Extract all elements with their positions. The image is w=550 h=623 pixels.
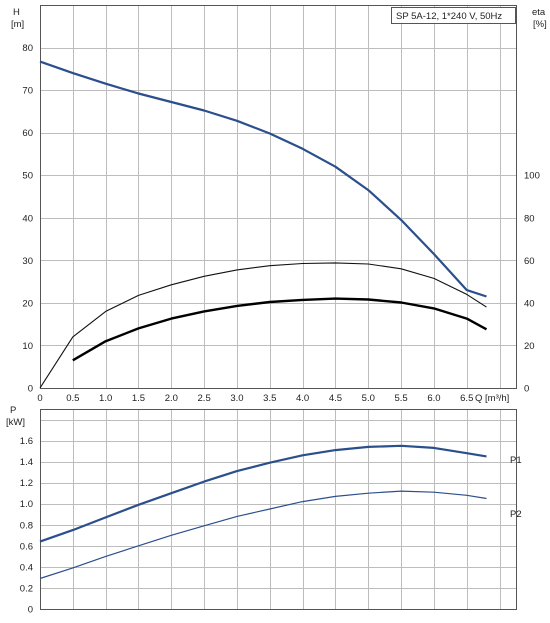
- series-label-p2: P2: [510, 509, 522, 520]
- x-tick-label: 6.5: [460, 393, 473, 404]
- series-label-p1: P1: [510, 455, 522, 466]
- power-curve-p1: [39, 444, 487, 543]
- y-left-tick-label: 30: [22, 256, 33, 267]
- y-right-tick-label: 20: [524, 341, 535, 352]
- power-tick-label: 1.2: [20, 478, 33, 489]
- x-tick-label: 1.0: [99, 393, 112, 404]
- y-right-axis-label: eta: [532, 7, 546, 18]
- y-left-tick-label: 60: [22, 128, 33, 139]
- x-tick-label: 2.0: [165, 393, 178, 404]
- y-left-tick-label: 50: [22, 171, 33, 182]
- bottom-chart-y-ticks: 0 0.2 0.4 0.6 0.8 1.0 1.2 1.4 1.6: [20, 436, 33, 615]
- power-tick-label: 1.4: [20, 457, 33, 468]
- y-left-tick-label: 10: [22, 341, 33, 352]
- bottom-chart-series: [39, 444, 487, 580]
- x-tick-label: 1.5: [132, 393, 145, 404]
- y-left-tick-label: 70: [22, 86, 33, 97]
- x-axis-label: Q [m³/h]: [475, 393, 509, 404]
- power-tick-label: 0.6: [20, 541, 33, 552]
- x-tick-label: 6.0: [427, 393, 440, 404]
- x-tick-label: 3.0: [230, 393, 243, 404]
- x-axis-ticks: 0 0.5 1.0 1.5 2.0 2.5 3.0 3.5 4.0 4.5 5.0 5.5 6.0 6.5: [37, 393, 473, 404]
- y-right-tick-label: 60: [524, 256, 535, 267]
- y-left-axis-label: H: [13, 7, 20, 18]
- power-axis-unit: [kW]: [6, 417, 25, 428]
- y-left-tick-label: 40: [22, 213, 33, 224]
- y-right-tick-label: 0: [524, 384, 529, 395]
- power-curve-p2: [39, 490, 487, 580]
- bottom-chart-grid: [40, 409, 516, 610]
- power-tick-label: 0: [28, 605, 33, 616]
- chart-title: SP 5A-12, 1*240 V, 50Hz: [396, 11, 502, 22]
- y-left-axis-unit: [m]: [11, 19, 24, 30]
- y-left-tick-label: 0: [28, 384, 33, 395]
- title-box: [391, 7, 516, 24]
- top-chart-series: [39, 60, 488, 389]
- y-right-tick-label: 80: [524, 213, 535, 224]
- x-tick-label: 0: [37, 393, 42, 404]
- x-tick-label: 3.5: [263, 393, 276, 404]
- top-chart-y-right-ticks: 0 20 40 60 80 100: [524, 171, 540, 395]
- x-tick-label: 0.5: [66, 393, 79, 404]
- x-tick-label: 5.0: [362, 393, 375, 404]
- top-chart-y-left-ticks: 0 10 20 30 40 50 60 70 80: [22, 43, 33, 394]
- x-tick-label: 4.0: [296, 393, 309, 404]
- top-chart-grid: [40, 5, 516, 389]
- y-right-tick-label: 100: [524, 171, 540, 182]
- efficiency-curve-2: [72, 297, 488, 362]
- y-left-tick-label: 20: [22, 298, 33, 309]
- y-right-tick-label: 40: [524, 298, 535, 309]
- power-tick-label: 0.2: [20, 583, 33, 594]
- top-chart-frame: [40, 5, 517, 389]
- power-tick-label: 1.6: [20, 436, 33, 447]
- power-tick-label: 0.8: [20, 520, 33, 531]
- head-curve: [39, 60, 487, 298]
- x-tick-label: 4.5: [329, 393, 342, 404]
- x-tick-label: 5.5: [394, 393, 407, 404]
- power-tick-label: 1.0: [20, 499, 33, 510]
- power-axis-label: P: [10, 405, 16, 416]
- x-tick-label: 2.5: [198, 393, 211, 404]
- bottom-chart-frame: [40, 409, 517, 610]
- y-left-tick-label: 80: [22, 43, 33, 54]
- power-tick-label: 0.4: [20, 562, 33, 573]
- y-right-axis-unit: [%]: [533, 19, 547, 30]
- efficiency-curve: [39, 262, 487, 389]
